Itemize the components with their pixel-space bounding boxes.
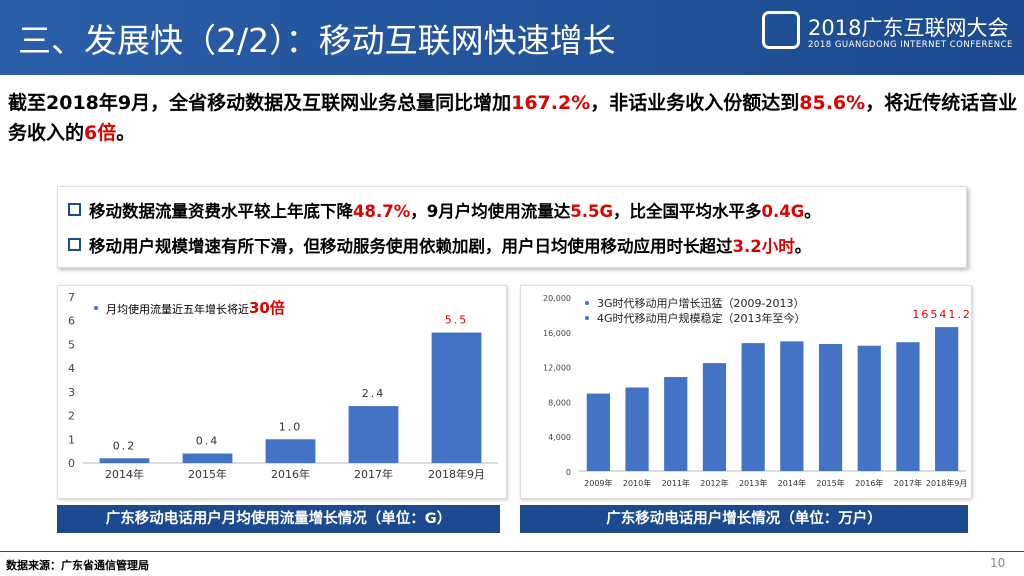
source: 数据来源：广东省通信管理局 [6, 559, 149, 572]
x-tick-label: 2017年 [894, 478, 922, 488]
chart-panel: 0 4,000 8,000 12,000 16,000 20,000 2009年 2010年 2… [520, 285, 979, 499]
bullet: 移动用户规模增速有所下滑，但移动服务使用依赖加剧，用户日均使用移动应用时长超过3… [68, 233, 811, 257]
bar [857, 345, 881, 471]
text-run: ，非话业务收入份额达到 [590, 92, 800, 114]
legend-dot [94, 306, 98, 310]
value-label: 5.5 [445, 314, 469, 327]
chart-title: 广东移动电话用户增长情况（单位：万户） [520, 505, 968, 533]
x-tick-label: 2015年 [188, 467, 227, 481]
text-run: 移动数据流量资费水平较上年底下降 [89, 202, 353, 221]
y-tick-label: 8,000 [548, 398, 571, 407]
legend-dot [585, 316, 589, 320]
text-run: 6倍 [84, 122, 117, 144]
x-tick-label: 2009年 [584, 478, 612, 488]
x-tick-label: 2017年 [354, 467, 393, 481]
bullet: 移动数据流量资费水平较上年底下降48.7%，9月户均使用流量达5.5G，比全国平… [68, 198, 821, 222]
bar [818, 343, 843, 471]
text-run: 移动用户规模增速有所下滑，但移动服务使用依赖加剧，用户日均使用移动应用时长超过 [89, 237, 733, 256]
logo-icon [762, 11, 800, 49]
y-tick-label: 4,000 [548, 433, 571, 442]
chart-title: 广东移动电话用户月均使用流量增长情况（单位：G） [57, 505, 500, 533]
legend-dot [585, 301, 589, 305]
x-tick-label: 2018年9月 [926, 478, 967, 488]
text-run: 3.2小时 [732, 237, 795, 256]
bar [182, 453, 233, 463]
text-run: 167.2% [511, 92, 591, 114]
x-tick-label: 2013年 [739, 478, 767, 488]
text-run: ，将近传统话音业务收入的 [8, 92, 1018, 144]
y-tick-label: 1 [68, 433, 75, 446]
value-label: 0.4 [196, 435, 220, 448]
value-label: 2.4 [362, 387, 386, 400]
text-run: 截至2018年9月，全省移动数据及互联网业务总量同比增加 [8, 92, 512, 114]
bullet-box: 移动数据流量资费水平较上年底下降48.7%，9月户均使用流量达5.5G，比全国平… [57, 186, 967, 268]
x-tick-label: 2014年 [105, 467, 144, 481]
x-tick-label: 2010年 [623, 478, 651, 488]
y-tick-label: 12,000 [543, 364, 571, 373]
text-run: ，9月户均使用流量达 [410, 202, 571, 221]
bar [664, 377, 688, 471]
bar [702, 363, 727, 471]
chart: 0 1 2 3 4 5 6 7 2014年 0.2 2015年 0.4 2016年 1.0 2017年 2.4… [68, 291, 498, 481]
value-label: 1.0 [279, 420, 303, 433]
value-label: 16541.29 [912, 308, 971, 321]
x-tick-label: 2015年 [816, 478, 844, 488]
y-tick-label: 16,000 [543, 329, 571, 338]
bar [780, 341, 804, 471]
x-tick-label: 2011年 [662, 478, 690, 488]
bar [741, 343, 765, 471]
bar [935, 327, 959, 471]
text-run: 0.4G [761, 202, 805, 221]
chart: 0 4,000 8,000 12,000 16,000 20,000 2009年 2010年 2… [543, 294, 979, 488]
text-run: 。 [794, 237, 812, 256]
x-tick-label: 2014年 [778, 478, 806, 488]
header-band [0, 0, 1024, 75]
slide-title: 三、发展快（2/2）：移动互联网快速增长 [18, 21, 616, 60]
value-label: 0.2 [113, 439, 137, 452]
y-tick-label: 4 [68, 362, 75, 375]
summary: 截至2018年9月，全省移动数据及互联网业务总量同比增加167.2%，非话业务收… [8, 88, 1018, 148]
y-tick-label: 0 [566, 468, 571, 477]
y-tick-label: 0 [68, 457, 75, 470]
annotation: 3G时代移动用户增长迅猛（2009-2013） [597, 296, 804, 310]
x-tick-label: 2018年9月 [428, 467, 485, 481]
x-tick-label: 2016年 [271, 467, 310, 481]
bar [586, 393, 610, 471]
text-run: 5.5G [570, 202, 614, 221]
bar [99, 458, 150, 463]
annotation: 4G时代移动用户规模稳定（2013年至今） [597, 311, 806, 325]
bar [896, 342, 920, 471]
x-tick-label: 2012年 [700, 478, 728, 488]
page-number: 10 [990, 556, 1006, 570]
y-tick-label: 7 [68, 291, 75, 304]
text-run: 月均使用流量近五年增长将近 [106, 302, 249, 316]
logo-subtitle: 2018 GUANGDONG INTERNET CONFERENCE [808, 40, 1013, 50]
x-tick-label: 2016年 [855, 478, 883, 488]
text-run: 85.6% [799, 92, 866, 114]
text-run: 30倍 [249, 299, 285, 317]
text-run: 。 [116, 122, 136, 144]
annotation: 月均使用流量近五年增长将近30倍 [106, 299, 285, 317]
y-tick-label: 20,000 [543, 294, 571, 303]
footer-line [0, 551, 1024, 552]
text-run: ，比全国平均水平多 [613, 202, 762, 221]
bar [431, 332, 482, 463]
y-tick-label: 2 [68, 410, 75, 423]
y-tick-label: 6 [68, 315, 75, 328]
text-run: 48.7% [353, 202, 411, 221]
logo-title: 2018广东互联网大会 [808, 16, 1009, 40]
bar [348, 406, 399, 463]
bar [625, 387, 649, 471]
y-tick-label: 3 [68, 386, 75, 399]
y-tick-label: 5 [68, 338, 75, 351]
chart-panel: 0 1 2 3 4 5 6 7 2014年 0.2 2015年 0.4 2016年 1.0 2017年 2.4… [57, 285, 507, 499]
bar [265, 439, 316, 463]
text-run: 。 [804, 202, 821, 221]
